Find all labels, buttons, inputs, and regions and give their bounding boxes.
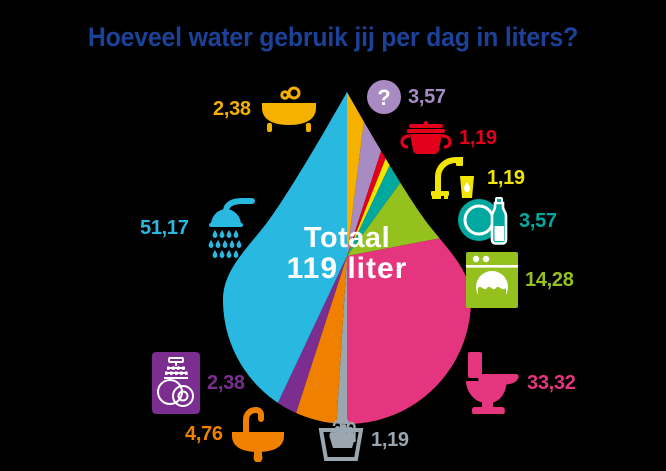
overig-value: 3,57 xyxy=(408,85,446,108)
legend-item-douche[interactable]: 51,17 xyxy=(140,197,258,259)
tap-glass-icon xyxy=(430,157,480,200)
legend-item-bathtub[interactable]: 2,38 xyxy=(213,86,320,132)
legend-item-overig[interactable]: ? 3,57 xyxy=(367,80,446,114)
toilet-value: 33,32 xyxy=(527,371,576,394)
legend-item-toilet[interactable]: 33,32 xyxy=(464,352,576,414)
pie-slice-bad[interactable] xyxy=(347,0,400,256)
legend-item-vaatwasser[interactable]: 2,38 xyxy=(152,352,245,414)
pie-slice-handwas[interactable] xyxy=(320,256,347,471)
hand-wash-tub-icon xyxy=(318,418,364,462)
toilet-icon xyxy=(464,352,520,414)
afwassen-value: 3,57 xyxy=(519,209,557,232)
handwas-value: 1,19 xyxy=(371,428,409,451)
dishwasher-icon xyxy=(152,352,200,414)
shower-icon xyxy=(196,197,258,259)
legend-item-koken[interactable]: 1,19 xyxy=(400,121,497,155)
wastafel-value: 4,76 xyxy=(185,422,223,445)
drinken-value: 1,19 xyxy=(487,166,525,189)
question-mark-icon: ? xyxy=(367,80,401,114)
legend-item-wasmachine[interactable]: 14,28 xyxy=(466,252,574,308)
dishwashing-icon xyxy=(456,196,512,246)
bathtub-value: 2,38 xyxy=(213,97,251,120)
sink-icon xyxy=(230,406,286,463)
page-title: Hoeveel water gebruik jij per dag in lit… xyxy=(87,22,579,52)
cooking-pot-icon xyxy=(400,121,452,155)
pie-slice-overig[interactable] xyxy=(347,0,477,256)
douche-value: 51,17 xyxy=(140,216,189,239)
legend-item-drinken[interactable]: 1,19 xyxy=(430,157,525,200)
washing-machine-icon xyxy=(466,252,518,308)
legend-item-afwassen[interactable]: 3,57 xyxy=(456,196,557,246)
wasmachine-value: 14,28 xyxy=(525,268,574,291)
pie-slice-wastafel[interactable] xyxy=(217,256,347,471)
vaatwasser-value: 2,38 xyxy=(207,371,245,394)
legend-item-handwas[interactable]: 1,19 xyxy=(318,418,409,462)
pie-slice-toilet[interactable] xyxy=(347,177,666,471)
legend-item-wastafel[interactable]: 4,76 xyxy=(185,406,286,463)
pie-slice-vaatwasser[interactable] xyxy=(168,256,347,471)
bathtub-icon xyxy=(258,86,320,132)
svg-text:?: ? xyxy=(377,85,390,110)
koken-value: 1,19 xyxy=(459,126,497,149)
